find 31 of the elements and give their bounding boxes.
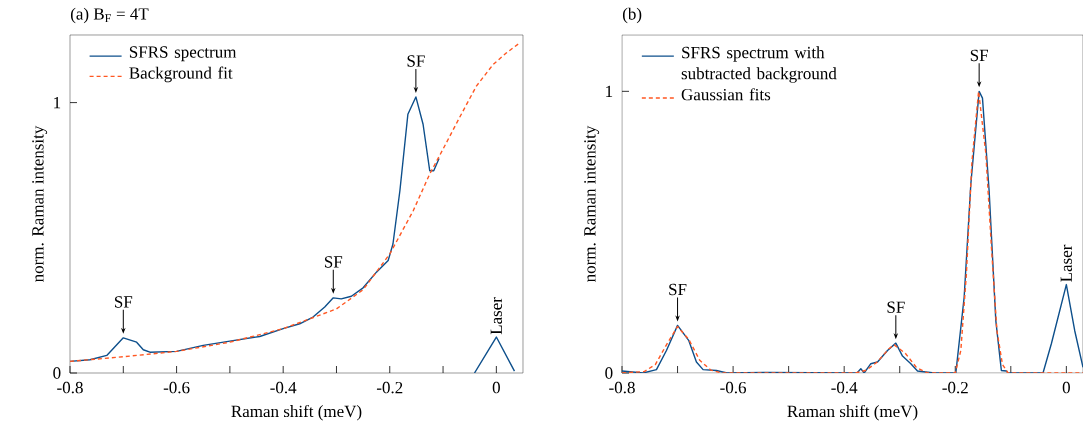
annotation: SF (669, 283, 687, 296)
x-tick-label: -0.6 (163, 381, 190, 394)
annotation: SF (407, 55, 425, 67)
x-tick-label: -0.4 (831, 381, 858, 394)
x-tick-label: 0 (492, 381, 500, 394)
y-axis-title: norm. Raman intensity (32, 125, 48, 282)
annotation: Laser (1060, 244, 1072, 282)
chart-title: (a) B$_{F}$ = 4T (70, 7, 149, 24)
x-axis-title: Raman shift (meV) (231, 404, 362, 421)
y-tick-label: 1 (606, 85, 613, 97)
y-axis-title: norm. Raman intensity (584, 125, 600, 282)
x-tick-label: -0.2 (942, 381, 968, 394)
legend-label: Gaussian fits (681, 88, 771, 101)
x-tick-label: -0.4 (270, 381, 297, 394)
annotation: SF (324, 256, 343, 268)
x-tick-label: -0.6 (720, 381, 747, 394)
x-tick-label: 0 (1062, 381, 1070, 394)
legend-label: SFRS spectrum with subtracted background (681, 46, 837, 83)
x-tick-label: -0.8 (57, 381, 83, 394)
x-tick-label: -0.2 (376, 381, 403, 394)
annotation: Laser (490, 297, 503, 335)
legend-label: SFRS spectrum (129, 46, 237, 62)
annotation: SF (114, 296, 133, 308)
chart-title: (b) (622, 7, 642, 24)
x-tick-label: -0.8 (609, 381, 635, 394)
x-axis-title: Raman shift (meV) (787, 404, 918, 421)
y-tick-label: 1 (54, 96, 61, 109)
annotation: SF (887, 301, 905, 313)
annotation: SF (970, 49, 988, 62)
legend-label: Background fit (129, 66, 233, 83)
line-series (70, 42, 521, 363)
